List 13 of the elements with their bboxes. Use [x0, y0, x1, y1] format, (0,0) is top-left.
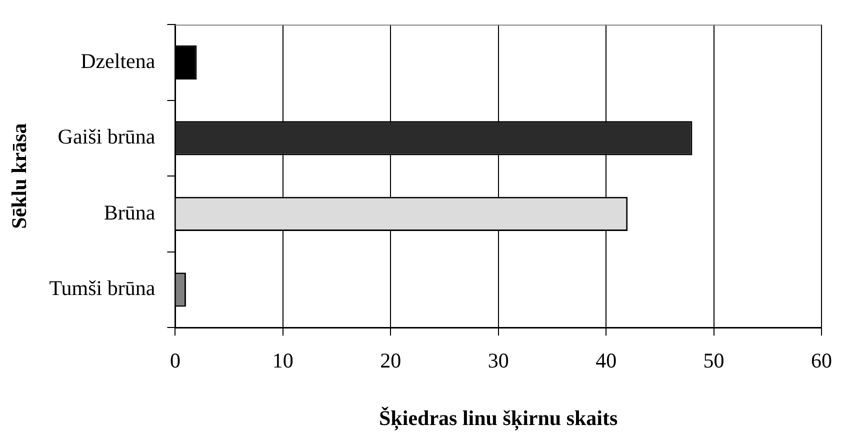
x-tick-label: 30 — [488, 348, 509, 373]
y-axis-title: Sēklu krāsa — [7, 122, 32, 229]
x-tick-label: 40 — [596, 348, 617, 373]
x-tick-label: 60 — [811, 348, 832, 373]
x-tick-label: 10 — [272, 348, 294, 373]
y-tick-label: Gaiši brūna — [58, 124, 156, 149]
y-tick-label: Brūna — [104, 200, 156, 224]
y-tick-label: Dzeltena — [80, 48, 156, 73]
x-tick-label: 0 — [170, 348, 180, 373]
x-tick-label: 50 — [703, 348, 724, 373]
x-axis-title: Šķiedras linu šķirnu skaits — [379, 406, 618, 431]
x-tick-label: 20 — [380, 348, 402, 373]
y-tick-label: Tumši brūna — [49, 276, 156, 300]
